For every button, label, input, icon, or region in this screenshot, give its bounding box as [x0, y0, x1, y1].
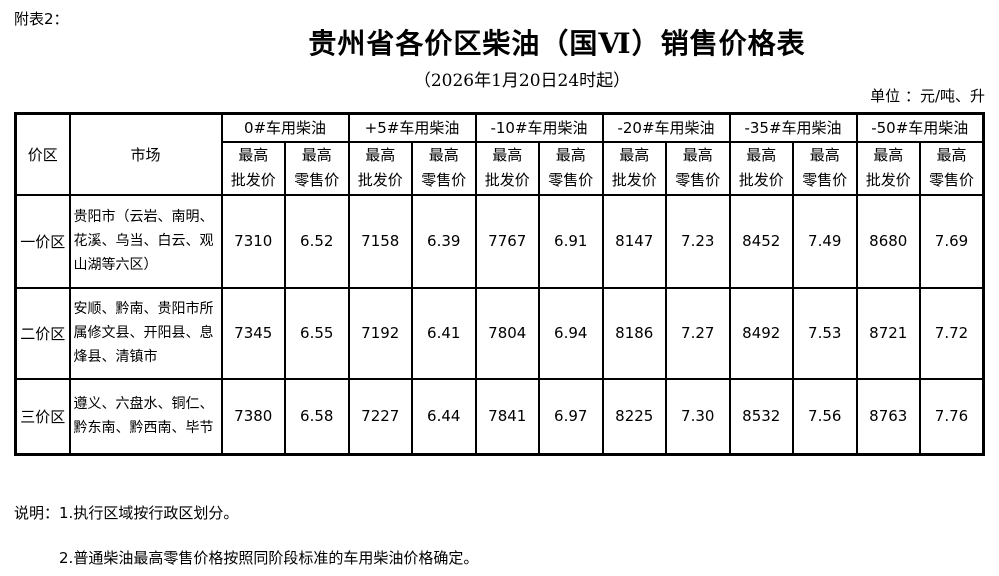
- price-cell: 6.52: [284, 193, 350, 289]
- header-row-price-kinds: 最高 批发价 最高 零售价 最高 批发价 最高 零售价 最高 批发价 最高 零售…: [16, 140, 985, 196]
- header-retail: 最高 零售价: [411, 140, 477, 196]
- price-cell: 7192: [347, 286, 413, 380]
- table-row-zone3: 三价区 遵义、六盘水、铜仁、黔东南、黔西南、毕节 7380 6.58 7227 …: [14, 377, 985, 456]
- price-cell: 8186: [601, 286, 667, 380]
- market-cell: 安顺、黔南、贵阳市所属修文县、开阳县、息烽县、清镇市: [68, 286, 223, 380]
- note-line: 1.执行区域按行政区划分。: [59, 504, 239, 522]
- price-cell: 7345: [220, 286, 286, 380]
- notes-items: 1.执行区域按行政区划分。 2.普通柴油最高零售价格按照同阶段标准的车用柴油价格…: [59, 502, 478, 568]
- price-cell: 6.41: [411, 286, 477, 380]
- market-cell: 贵阳市（云岩、南明、花溪、乌当、白云、观山湖等六区）: [68, 193, 223, 289]
- price-cell: 6.94: [538, 286, 604, 380]
- header-fuel-0: 0#车用柴油: [220, 112, 350, 143]
- price-cell: 8532: [728, 377, 794, 456]
- price-cell: 8452: [728, 193, 794, 289]
- header-fuel-minus35: -35#车用柴油: [728, 112, 858, 143]
- market-cell: 遵义、六盘水、铜仁、黔东南、黔西南、毕节: [68, 377, 223, 456]
- notes: 说明： 1.执行区域按行政区划分。 2.普通柴油最高零售价格按照同阶段标准的车用…: [14, 502, 478, 568]
- header-retail: 最高 零售价: [919, 140, 985, 196]
- diesel-price-table: 价区 市场 0#车用柴油 +5#车用柴油 -10#车用柴油 -20#车用柴油 -…: [14, 112, 985, 456]
- header-market: 市场: [68, 112, 223, 196]
- price-cell: 8680: [855, 193, 921, 289]
- header-fuel-plus5: +5#车用柴油: [347, 112, 477, 143]
- zone-cell: 一价区: [14, 193, 71, 289]
- effective-date-subtitle: （2026年1月20日24时起）: [413, 71, 631, 91]
- price-cell: 7158: [347, 193, 413, 289]
- header-row-fuel-types: 价区 市场 0#车用柴油 +5#车用柴油 -10#车用柴油 -20#车用柴油 -…: [14, 112, 985, 196]
- header-wholesale: 最高 批发价: [728, 140, 794, 196]
- header-retail: 最高 零售价: [284, 140, 350, 196]
- header-retail: 最高 零售价: [538, 140, 604, 196]
- header-price-zone: 价区: [14, 112, 71, 196]
- price-cell: 7.30: [665, 377, 731, 456]
- price-cell: 8763: [855, 377, 921, 456]
- attachment-label: 附表2：: [14, 10, 69, 28]
- price-cell: 8721: [855, 286, 921, 380]
- header-retail: 最高 零售价: [665, 140, 731, 196]
- header-fuel-minus50: -50#车用柴油: [855, 112, 985, 143]
- unit-label: 单位 ：元/吨、升: [870, 87, 985, 105]
- price-cell: 6.58: [284, 377, 350, 456]
- price-cell: 7767: [474, 193, 540, 289]
- header-fuel-minus10: -10#车用柴油: [474, 112, 604, 143]
- price-cell: 6.97: [538, 377, 604, 456]
- price-cell: 7227: [347, 377, 413, 456]
- header-retail: 最高 零售价: [792, 140, 858, 196]
- price-cell: 6.91: [538, 193, 604, 289]
- price-cell: 7841: [474, 377, 540, 456]
- price-cell: 7.49: [792, 193, 858, 289]
- notes-label: 说明：: [14, 504, 60, 522]
- price-cell: 7.76: [919, 377, 985, 456]
- price-cell: 8225: [601, 377, 667, 456]
- zone-cell: 三价区: [14, 377, 71, 456]
- header-wholesale: 最高 批发价: [601, 140, 667, 196]
- price-cell: 6.39: [411, 193, 477, 289]
- price-cell: 7804: [474, 286, 540, 380]
- price-cell: 6.44: [411, 377, 477, 456]
- price-cell: 7.56: [792, 377, 858, 456]
- header-wholesale: 最高 批发价: [220, 140, 286, 196]
- price-cell: 7.27: [665, 286, 731, 380]
- zone-cell: 二价区: [14, 286, 71, 380]
- price-cell: 7.53: [792, 286, 858, 380]
- header-wholesale: 最高 批发价: [474, 140, 540, 196]
- price-cell: 7.69: [919, 193, 985, 289]
- page-title: 贵州省各价区柴油（国Ⅵ）销售价格表: [308, 27, 806, 60]
- price-cell: 7380: [220, 377, 286, 456]
- header-fuel-minus20: -20#车用柴油: [601, 112, 731, 143]
- price-cell: 7.72: [919, 286, 985, 380]
- price-cell: 7310: [220, 193, 286, 289]
- table-row-zone2: 二价区 安顺、黔南、贵阳市所属修文县、开阳县、息烽县、清镇市 7345 6.55…: [14, 286, 985, 380]
- note-line: 2.普通柴油最高零售价格按照同阶段标准的车用柴油价格确定。: [59, 549, 479, 567]
- price-cell: 7.23: [665, 193, 731, 289]
- price-cell: 8147: [601, 193, 667, 289]
- header-wholesale: 最高 批发价: [347, 140, 413, 196]
- price-cell: 6.55: [284, 286, 350, 380]
- price-cell: 8492: [728, 286, 794, 380]
- table-row-zone1: 一价区 贵阳市（云岩、南明、花溪、乌当、白云、观山湖等六区） 7310 6.52…: [14, 193, 985, 289]
- header-wholesale: 最高 批发价: [855, 140, 921, 196]
